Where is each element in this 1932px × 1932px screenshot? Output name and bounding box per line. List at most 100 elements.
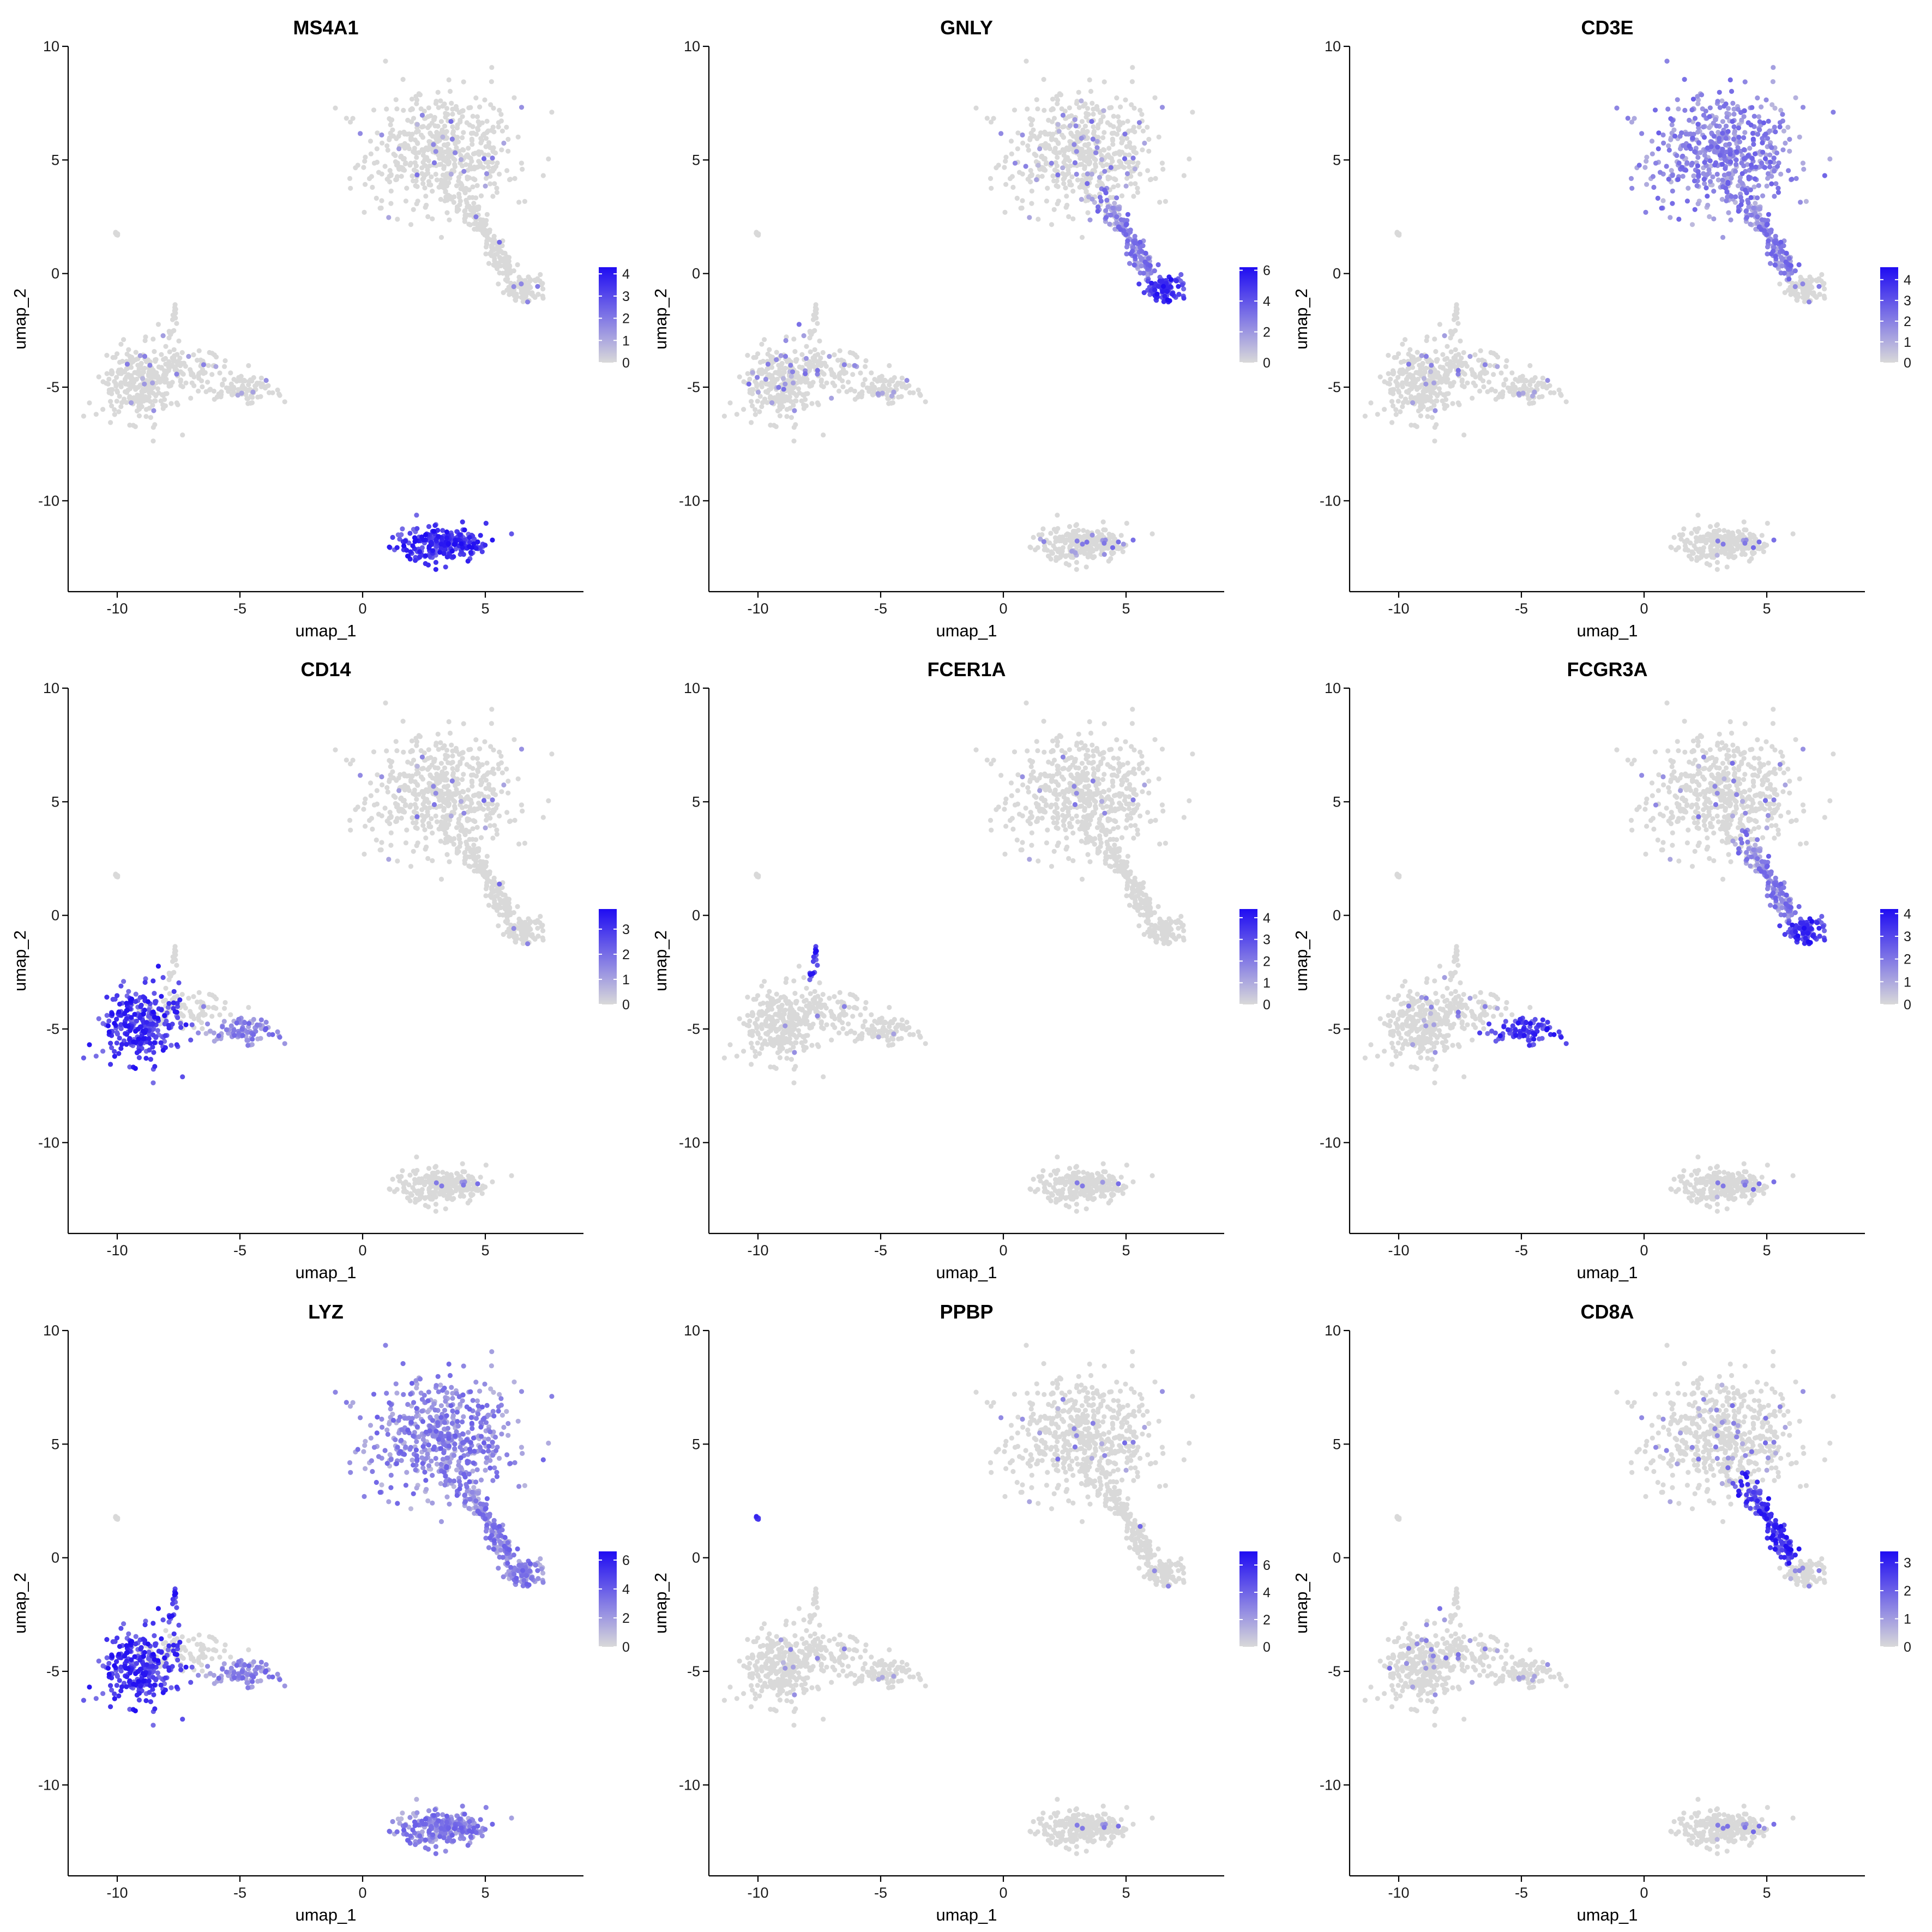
cell-point [467, 544, 472, 549]
cell-point [1680, 165, 1685, 170]
cell-point [1426, 396, 1431, 402]
x-tick-label: 0 [999, 600, 1007, 617]
cell-point [446, 77, 452, 83]
cell-point [446, 160, 452, 166]
cell-point [1652, 107, 1658, 113]
cell-point [1491, 372, 1496, 377]
cell-point [1716, 136, 1722, 141]
cell-point [797, 390, 802, 396]
cell-point [465, 174, 470, 180]
cell-point [231, 377, 237, 382]
cell-point [1467, 354, 1473, 359]
x-tick-label: 0 [1640, 600, 1648, 617]
cell-point [387, 779, 392, 784]
cell-point [1759, 104, 1764, 110]
cell-point [361, 165, 366, 170]
cell-point [437, 550, 443, 555]
cell-point [461, 772, 466, 777]
cell-point [540, 815, 546, 820]
cell-point [774, 350, 779, 355]
cell-point [426, 800, 431, 805]
cell-point [1736, 135, 1742, 140]
cell-point [1141, 290, 1147, 296]
cell-point [827, 354, 832, 359]
cell-point [477, 746, 483, 751]
cell-point [801, 333, 806, 339]
cell-point [166, 381, 171, 386]
cell-point [1095, 208, 1100, 214]
cell-point [1130, 65, 1135, 70]
cell-point [135, 384, 141, 390]
cell-point [126, 347, 131, 352]
cell-point [188, 395, 194, 401]
cell-point [444, 529, 450, 535]
cell-point [1155, 262, 1161, 268]
cell-point [1505, 385, 1510, 391]
cell-point [1414, 370, 1419, 375]
cell-point [1732, 554, 1738, 559]
cell-point [1070, 134, 1076, 139]
cell-point [394, 545, 400, 550]
cell-point [1132, 240, 1137, 246]
cell-point [413, 558, 418, 563]
cell-point [1085, 106, 1091, 111]
cell-point [1187, 156, 1192, 162]
cell-point [404, 131, 410, 137]
cell-point [1478, 348, 1483, 353]
cell-point [425, 114, 431, 119]
cell-point [1684, 538, 1690, 543]
cell-point [490, 149, 496, 154]
cell-point [1400, 341, 1405, 347]
cell-point [382, 164, 388, 169]
cell-point [1044, 160, 1049, 166]
cell-point [1178, 272, 1184, 278]
cell-point [790, 369, 796, 375]
cell-point [1045, 131, 1050, 137]
cell-point [899, 375, 905, 381]
cell-point [1074, 538, 1080, 544]
cell-point [448, 171, 454, 177]
legend-tick-label: 0 [622, 356, 630, 371]
legend-colorbar [1880, 267, 1898, 363]
cell-point [466, 221, 472, 227]
cell-point [461, 130, 466, 135]
cell-point [489, 721, 495, 726]
cell-point [442, 123, 448, 129]
cell-point [484, 817, 489, 823]
cell-point [400, 77, 406, 82]
cell-point [1102, 540, 1107, 546]
cell-point [353, 165, 358, 171]
cell-point [447, 859, 452, 864]
cell-point [1121, 165, 1127, 170]
cell-point [1153, 176, 1158, 181]
cell-point [1644, 182, 1650, 187]
cell-point [1020, 140, 1026, 146]
cell-point [1725, 529, 1731, 535]
cell-point [1024, 58, 1029, 64]
cell-point [411, 116, 417, 121]
cell-point [461, 721, 466, 726]
cell-point [1409, 354, 1414, 359]
cell-point [1130, 155, 1136, 161]
cell-point [1100, 114, 1106, 119]
cell-point [1432, 390, 1437, 396]
cell-point [1666, 177, 1671, 182]
cell-point [1034, 97, 1039, 103]
cell-point [887, 363, 892, 369]
cell-point [1115, 114, 1121, 119]
cell-point [153, 374, 158, 379]
cell-point [1796, 262, 1802, 268]
cell-point [1714, 533, 1720, 539]
cell-point [447, 730, 453, 736]
cell-point [1003, 182, 1009, 187]
cell-point [470, 142, 475, 147]
cell-point [437, 162, 442, 167]
cell-point [1127, 143, 1132, 148]
cell-point [434, 772, 440, 777]
cell-point [499, 147, 504, 153]
cell-point [476, 761, 481, 766]
cell-point [481, 156, 487, 161]
cell-point [408, 549, 413, 555]
